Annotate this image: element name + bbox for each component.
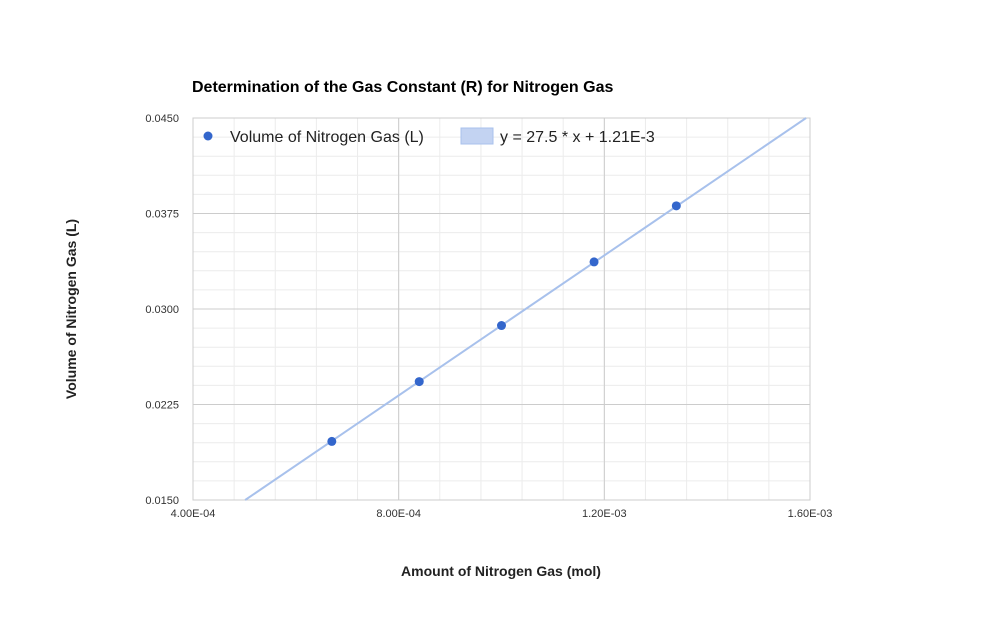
y-tick-label: 0.0375 [145, 209, 179, 221]
data-point [671, 201, 681, 211]
trendline [244, 117, 807, 501]
legend-trendline-swatch [460, 127, 494, 145]
x-tick-label: 1.60E-03 [788, 508, 833, 520]
y-axis-title: Volume of Nitrogen Gas (L) [63, 219, 79, 399]
x-axis-title: Amount of Nitrogen Gas (mol) [401, 563, 601, 579]
data-point [414, 377, 424, 387]
y-tick-label: 0.0150 [145, 495, 179, 507]
chart-title: Determination of the Gas Constant (R) fo… [192, 79, 613, 96]
legend-trendline-label: y = 27.5 * x + 1.21E-3 [500, 129, 655, 146]
x-axis-ticks: 4.00E-04 8.00E-04 1.20E-03 1.60E-03 [171, 508, 833, 520]
x-tick-label: 8.00E-04 [376, 508, 421, 520]
x-tick-label: 1.20E-03 [582, 508, 627, 520]
plot-area-border [192, 117, 811, 501]
y-tick-label: 0.0300 [145, 304, 179, 316]
data-point [589, 257, 599, 267]
legend-series-label: Volume of Nitrogen Gas (L) [230, 129, 424, 146]
y-tick-label: 0.0225 [145, 400, 179, 412]
data-points-layer [327, 201, 681, 446]
legend-series-marker [203, 131, 213, 141]
data-point [497, 321, 506, 331]
x-tick-label: 4.00E-04 [171, 508, 216, 520]
y-axis-ticks: 0.0150 0.0225 0.0300 0.0375 0.0450 [145, 113, 179, 507]
y-tick-label: 0.0450 [145, 113, 179, 125]
data-point [327, 436, 337, 446]
legend: Volume of Nitrogen Gas (L) y = 27.5 * x … [203, 127, 655, 146]
trendline-layer [244, 117, 807, 501]
